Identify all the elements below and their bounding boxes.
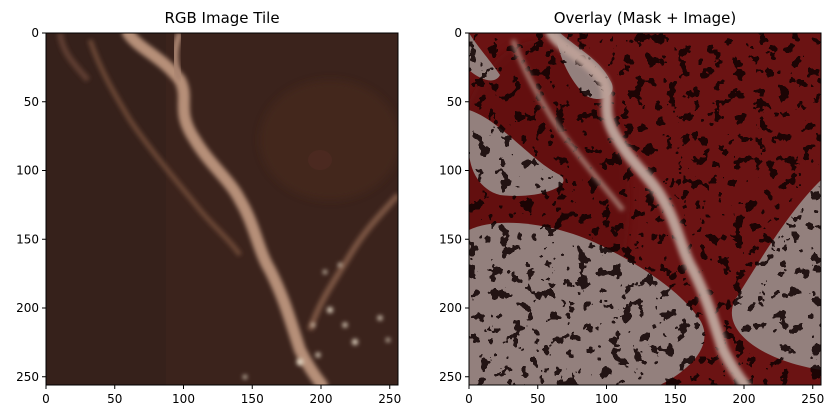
x-tick-label: 250 (801, 392, 824, 406)
rgb-axes-frame (45, 32, 399, 386)
overlay-y-axis: 0 50 100 150 200 250 (439, 26, 469, 384)
y-tick-label: 0 (31, 26, 39, 40)
rgb-panel-title: RGB Image Tile (164, 9, 279, 27)
y-tick-label: 250 (439, 370, 462, 384)
y-tick-label: 200 (439, 301, 462, 315)
y-tick-label: 100 (439, 164, 462, 178)
y-tick-label: 250 (16, 370, 39, 384)
overlay-axes-frame (468, 32, 822, 386)
x-tick-label: 100 (172, 392, 195, 406)
x-tick-label: 0 (465, 392, 473, 406)
overlay-image (469, 33, 821, 385)
y-tick-label: 150 (16, 232, 39, 246)
x-tick-label: 200 (733, 392, 756, 406)
x-tick-label: 0 (42, 392, 50, 406)
y-tick-label: 50 (24, 95, 39, 109)
overlay-panel: Overlay (Mask + Image) 0 50 100 150 200 250 0… (439, 9, 824, 406)
y-tick-label: 100 (16, 164, 39, 178)
rgb-y-axis: 0 50 100 150 200 250 (16, 26, 46, 384)
rgb-x-axis: 0 50 100 150 200 250 (42, 385, 401, 406)
rgb-image (46, 33, 398, 385)
x-tick-label: 250 (378, 392, 401, 406)
y-tick-label: 150 (439, 232, 462, 246)
y-tick-label: 50 (447, 95, 462, 109)
y-tick-label: 0 (454, 26, 462, 40)
x-tick-label: 200 (310, 392, 333, 406)
overlay-x-axis: 0 50 100 150 200 250 (465, 385, 824, 406)
x-tick-label: 50 (530, 392, 545, 406)
x-tick-label: 50 (107, 392, 122, 406)
overlay-panel-title: Overlay (Mask + Image) (554, 9, 737, 27)
x-tick-label: 150 (241, 392, 264, 406)
x-tick-label: 150 (664, 392, 687, 406)
y-tick-label: 200 (16, 301, 39, 315)
x-tick-label: 100 (595, 392, 618, 406)
